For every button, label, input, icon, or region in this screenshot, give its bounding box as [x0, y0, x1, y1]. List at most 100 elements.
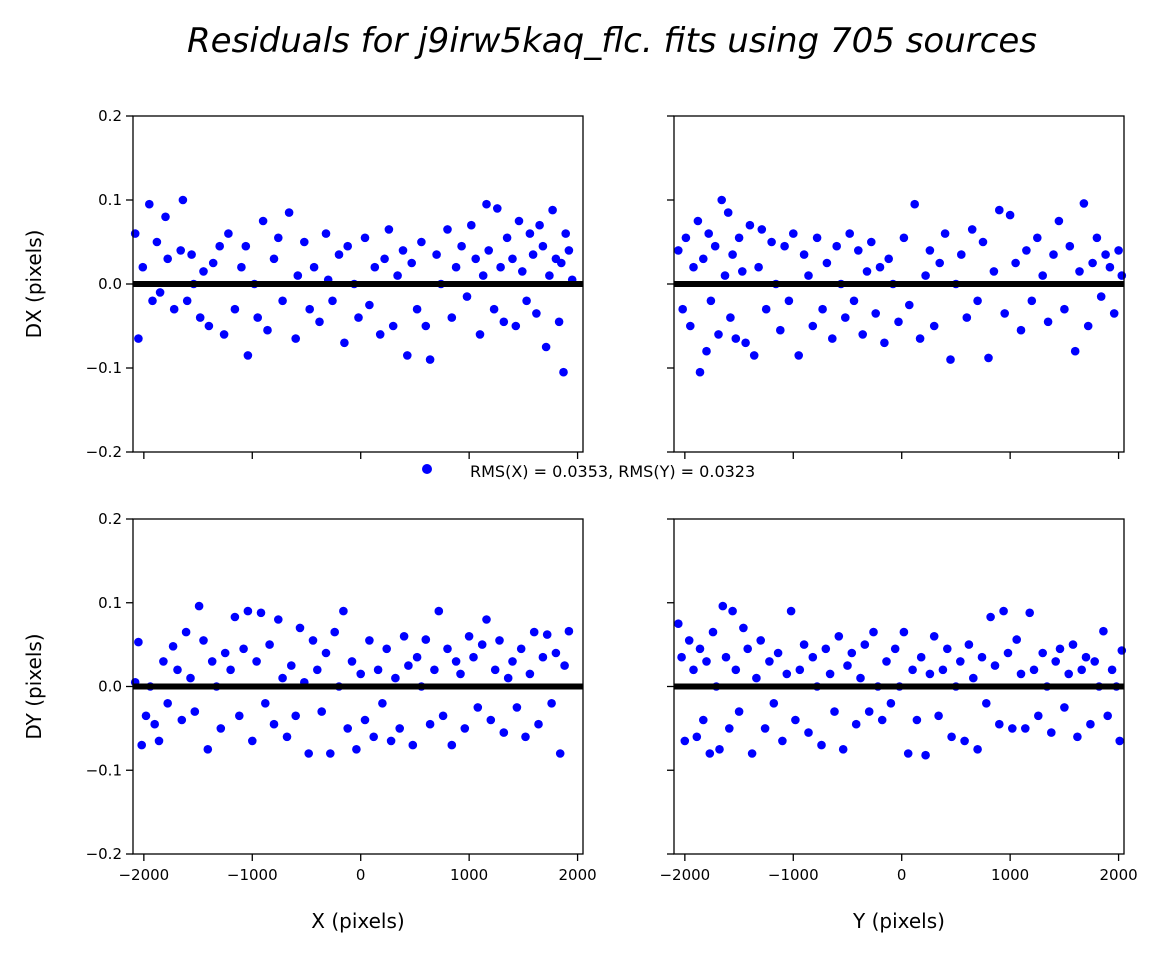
data-point — [957, 250, 966, 259]
data-point — [176, 246, 185, 255]
data-point — [832, 241, 841, 251]
data-point — [851, 719, 861, 729]
data-point — [710, 241, 720, 251]
data-point — [731, 665, 741, 675]
data-point — [1088, 258, 1097, 268]
data-point — [674, 246, 683, 255]
data-point — [490, 665, 500, 675]
data-point — [962, 313, 972, 322]
data-point — [181, 627, 191, 637]
data-point — [773, 648, 783, 658]
data-point — [412, 652, 422, 662]
data-point — [757, 225, 767, 234]
data-point — [910, 199, 919, 209]
data-point — [343, 241, 353, 251]
data-point — [1099, 626, 1108, 636]
data-point — [726, 313, 735, 322]
data-point — [678, 304, 687, 314]
data-point — [328, 296, 337, 306]
data-point — [226, 665, 235, 675]
x-axis-label: Y (pixels) — [852, 909, 945, 933]
data-point — [155, 288, 165, 297]
data-point — [1016, 325, 1026, 335]
data-point — [235, 711, 244, 721]
data-point — [256, 608, 266, 618]
data-point — [469, 652, 478, 662]
data-point — [899, 233, 909, 243]
data-point — [877, 715, 887, 725]
data-point — [370, 262, 380, 272]
data-point — [817, 740, 826, 750]
data-point — [725, 724, 734, 733]
data-point — [1081, 652, 1091, 662]
data-point — [1064, 669, 1073, 679]
data-point — [847, 648, 857, 658]
data-point — [291, 711, 301, 721]
data-point — [380, 254, 389, 264]
data-point — [375, 330, 385, 339]
data-point — [421, 321, 431, 331]
data-point — [714, 330, 723, 339]
data-point — [199, 267, 208, 276]
data-point — [769, 699, 779, 708]
data-point — [734, 707, 744, 716]
x-tick-label: 2000 — [558, 866, 596, 884]
data-point — [1049, 250, 1058, 259]
data-point — [693, 216, 703, 226]
data-point — [905, 300, 914, 310]
data-point — [880, 338, 889, 348]
data-point — [789, 229, 798, 238]
data-point — [386, 736, 396, 746]
data-point — [715, 745, 724, 754]
y-tick-label: 0.1 — [98, 191, 122, 209]
x-tick-label: 1000 — [450, 866, 488, 884]
data-point — [521, 732, 530, 742]
data-point — [399, 632, 409, 641]
data-point — [956, 657, 965, 666]
data-point — [804, 728, 813, 737]
data-point — [304, 749, 314, 758]
data-point — [689, 262, 698, 272]
data-point — [745, 220, 755, 230]
data-point — [834, 632, 844, 641]
data-point — [388, 321, 398, 331]
data-point — [708, 627, 718, 637]
data-point — [929, 632, 939, 641]
data-point — [502, 233, 512, 243]
data-point — [395, 724, 405, 733]
data-point — [1016, 669, 1026, 679]
data-point — [1079, 199, 1089, 208]
data-point — [216, 724, 226, 733]
data-point — [284, 208, 294, 217]
data-point — [940, 229, 950, 238]
data-point — [511, 321, 521, 331]
data-point — [989, 267, 999, 276]
data-point — [960, 736, 969, 746]
data-point — [194, 601, 204, 611]
data-point — [340, 338, 349, 348]
data-point — [862, 267, 872, 276]
data-point — [369, 732, 379, 742]
y-tick-label: 0.2 — [98, 510, 122, 528]
data-point — [535, 220, 544, 230]
data-point — [995, 205, 1004, 215]
data-point — [702, 657, 711, 666]
data-point — [551, 648, 561, 658]
data-point — [935, 258, 944, 268]
data-point — [393, 271, 402, 280]
data-point — [547, 699, 556, 708]
data-point — [451, 657, 461, 666]
data-point — [884, 254, 893, 264]
data-point — [1075, 267, 1084, 276]
data-point — [495, 636, 504, 645]
data-point — [278, 296, 287, 306]
y-tick-label: 0.0 — [98, 678, 122, 696]
data-point — [512, 703, 522, 712]
data-point — [339, 606, 348, 616]
data-point — [1114, 246, 1123, 255]
data-point — [134, 637, 143, 647]
y-tick-label: 0.1 — [98, 594, 122, 612]
data-point — [756, 636, 765, 645]
data-point — [384, 225, 394, 234]
data-point — [776, 325, 785, 335]
